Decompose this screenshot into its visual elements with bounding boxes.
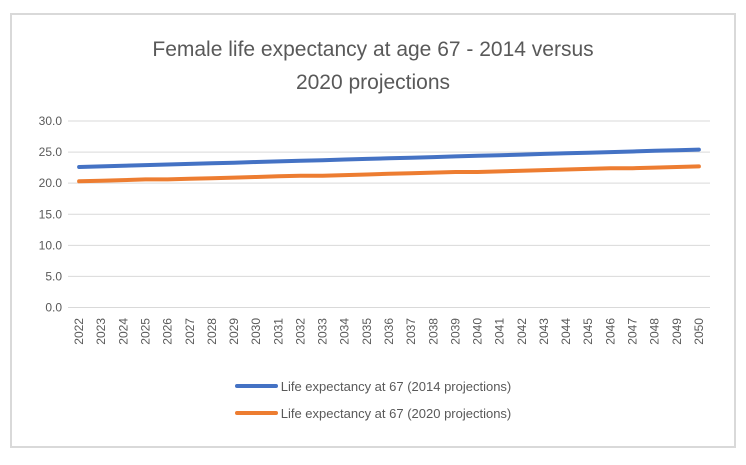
x-axis-tick-label: 2037: [404, 318, 418, 345]
x-axis-tick-label: 2024: [116, 318, 130, 345]
x-axis-tick-label: 2046: [603, 318, 617, 345]
series-line-2014: [77, 147, 701, 169]
x-axis-tick-label: 2036: [382, 318, 396, 345]
x-axis-tick-label: 2044: [559, 318, 573, 345]
legend-swatch-2020: [234, 411, 278, 415]
x-axis-tick-label: 2027: [183, 318, 197, 345]
x-axis-tick-label: 2042: [515, 318, 529, 345]
y-axis-tick-label: 15.0: [39, 207, 63, 221]
x-axis-tick-label: 2026: [161, 318, 175, 345]
chart-title: Female life expectancy at age 67 - 2014 …: [0, 33, 746, 99]
chart-frame: [10, 13, 736, 448]
x-axis-tick-label: 2040: [471, 318, 485, 345]
x-axis-tick-label: 2045: [581, 318, 595, 345]
legend-item-2020: Life expectancy at 67 (2020 projections): [0, 404, 746, 422]
x-axis-tick-label: 2032: [293, 318, 307, 345]
chart-title-line-2: 2020 projections: [295, 71, 451, 94]
x-axis-tick-label: 2033: [316, 318, 330, 345]
x-axis-tick-label: 2031: [271, 318, 285, 345]
y-axis-tick-label: 20.0: [39, 176, 63, 190]
legend-label-2020: Life expectancy at 67 (2020 projections): [280, 405, 512, 421]
series-line-2020: [77, 164, 701, 184]
y-axis-tick-label: 0.0: [45, 301, 62, 315]
x-axis-tick-label: 2034: [338, 318, 352, 345]
x-axis-tick-label: 2041: [493, 318, 507, 345]
y-axis-tick-label: 5.0: [45, 269, 62, 283]
x-axis-tick-label: 2023: [94, 318, 108, 345]
x-axis-tick-label: 2049: [670, 318, 684, 345]
x-axis-tick-label: 2043: [537, 318, 551, 345]
x-axis-tick-label: 2050: [692, 318, 706, 345]
x-axis-tick-label: 2035: [360, 318, 374, 345]
x-axis-tick-label: 2048: [648, 318, 662, 345]
x-axis-tick-label: 2047: [626, 318, 640, 345]
x-axis-tick-label: 2028: [205, 318, 219, 345]
x-axis-tick-label: 2025: [138, 318, 152, 345]
legend-item-2014: Life expectancy at 67 (2014 projections): [0, 377, 746, 395]
legend-swatch-2014: [234, 384, 278, 388]
legend-label-2014: Life expectancy at 67 (2014 projections): [280, 378, 512, 394]
x-axis-tick-label: 2038: [426, 318, 440, 345]
x-axis-tick-label: 2022: [72, 318, 86, 345]
y-axis-tick-label: 25.0: [39, 145, 63, 159]
x-axis-tick-label: 2030: [249, 318, 263, 345]
y-axis-tick-label: 30.0: [39, 114, 63, 128]
y-axis-tick-label: 10.0: [39, 238, 63, 252]
chart-title-line-1: Female life expectancy at age 67 - 2014 …: [152, 38, 594, 61]
x-axis-tick-label: 2029: [227, 318, 241, 345]
x-axis-tick-label: 2039: [448, 318, 462, 345]
